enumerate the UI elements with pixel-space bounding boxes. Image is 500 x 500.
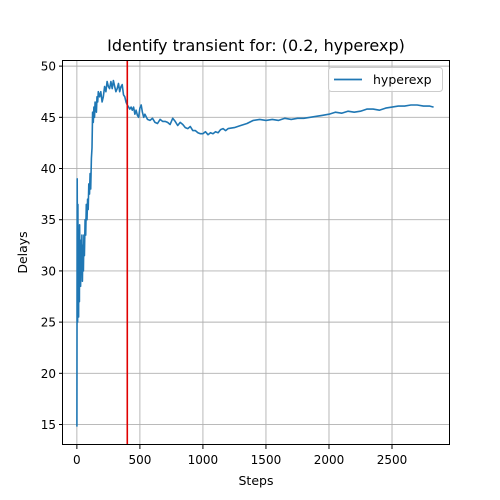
- y-tick-label: 40: [41, 162, 56, 176]
- x-tick-label: 2000: [314, 453, 345, 467]
- axes-frame: [62, 60, 450, 445]
- series-line-hyperexp: [76, 79, 434, 427]
- y-tick-label: 50: [41, 60, 56, 74]
- x-tick-label: 500: [128, 453, 151, 467]
- legend: hyperexp: [328, 67, 443, 92]
- y-tick-label: 15: [41, 418, 56, 432]
- x-tick-label: 1500: [251, 453, 282, 467]
- y-axis-label: Delays: [15, 231, 30, 273]
- y-tick-label: 30: [41, 264, 56, 278]
- x-tick-label: 1000: [188, 453, 219, 467]
- y-tick-label: 45: [41, 111, 56, 125]
- y-tick-label: 35: [41, 213, 56, 227]
- legend-box: [328, 67, 443, 92]
- x-tick-label: 0: [73, 453, 81, 467]
- x-axis-label: Steps: [239, 473, 274, 488]
- ticks: 0 500 1000 1500 2000 2500 15 20 25 30 35 40 45 50: [41, 60, 408, 467]
- plot-area: [76, 61, 434, 445]
- chart-title: Identify transient for: (0.2, hyperexp): [107, 36, 405, 55]
- x-tick-label: 2500: [377, 453, 408, 467]
- y-tick-label: 20: [41, 367, 56, 381]
- legend-label: hyperexp: [373, 72, 432, 87]
- y-tick-label: 25: [41, 316, 56, 330]
